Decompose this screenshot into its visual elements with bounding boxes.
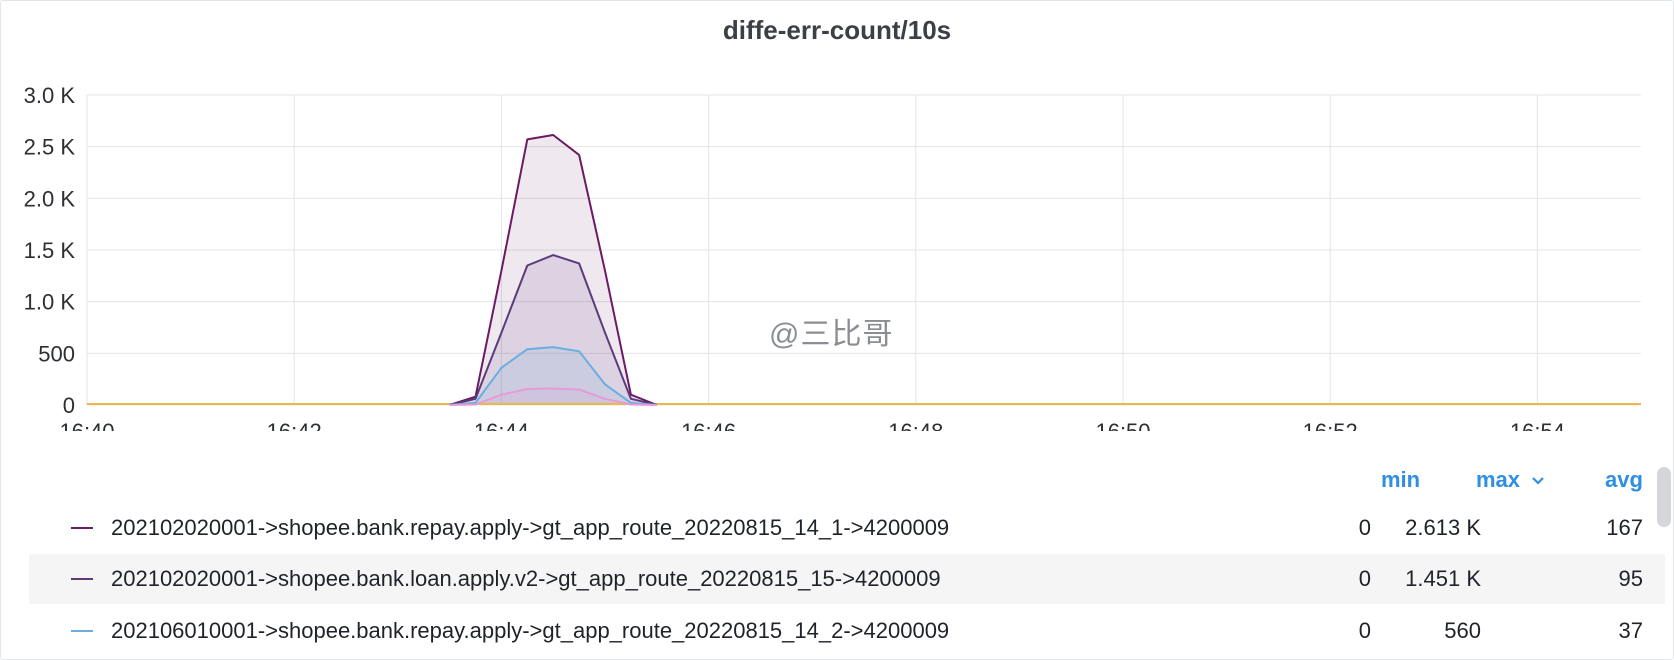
x-axis-ticks: 16:40 16:42 16:44 16:46 16:48 16:50 16:52 16:54 — [59, 419, 1564, 431]
legend-max-value: 2.613 K — [1405, 515, 1481, 540]
legend-series-name[interactable]: 202106010001->shopee.bank.repay.apply->g… — [111, 618, 950, 643]
series-areas — [449, 135, 657, 405]
legend-row[interactable]: 202102020001->shopee.bank.loan.apply.v2-… — [29, 554, 1665, 604]
watermark-logo: @三比哥 — [769, 318, 894, 351]
y-tick-label: 1.5 K — [24, 238, 76, 263]
y-tick-label: 3.0 K — [24, 83, 76, 108]
x-tick-label: 16:44 — [474, 419, 529, 431]
y-tick-label: 500 — [38, 341, 75, 366]
chart-plot[interactable]: 0 500 1.0 K 1.5 K 2.0 K 2.5 K 3.0 K 16:40 16:42… — [1, 1, 1674, 431]
legend-header-max[interactable]: max — [1476, 467, 1546, 493]
y-axis-ticks: 0 500 1.0 K 1.5 K 2.0 K 2.5 K 3.0 K — [24, 83, 76, 418]
legend-series-swatch — [71, 630, 93, 632]
legend-min-value: 0 — [1358, 566, 1371, 591]
x-tick-label: 16:48 — [888, 419, 943, 431]
legend-avg-value: 167 — [1606, 515, 1643, 540]
grid-lines — [86, 94, 1641, 406]
x-tick-label: 16:52 — [1303, 419, 1358, 431]
legend-header-max-label: max — [1476, 467, 1521, 492]
y-tick-label: 0 — [63, 393, 75, 418]
legend-series-swatch — [71, 578, 93, 580]
panel-title: diffe-err-count/10s — [722, 15, 952, 45]
legend-header-avg[interactable]: avg — [1605, 467, 1643, 492]
series-area — [449, 347, 657, 405]
legend-min-value: 0 — [1358, 618, 1371, 643]
legend-series-name[interactable]: 202102020001->shopee.bank.loan.apply.v2-… — [111, 566, 941, 591]
legend-header-min[interactable]: min — [1381, 467, 1421, 492]
legend-avg-value: 95 — [1618, 566, 1643, 591]
series-lines — [449, 134, 658, 406]
x-tick-label: 16:46 — [681, 419, 736, 431]
y-tick-label: 2.5 K — [24, 135, 76, 160]
legend-max-value: 560 — [1444, 618, 1481, 643]
x-tick-label: 16:40 — [59, 419, 114, 431]
chevron-down-icon — [1532, 477, 1544, 485]
legend-series-name[interactable]: 202102020001->shopee.bank.repay.apply->g… — [111, 515, 950, 540]
legend-series-swatch — [71, 527, 93, 529]
legend-min-value: 0 — [1358, 515, 1371, 540]
x-tick-label: 16:50 — [1095, 419, 1150, 431]
legend-scrollbar[interactable] — [1657, 467, 1671, 527]
x-tick-label: 16:54 — [1510, 419, 1565, 431]
legend-max-value: 1.451 K — [1405, 566, 1481, 591]
series-area — [449, 388, 657, 405]
series-area — [449, 135, 657, 405]
legend-row[interactable]: 202106010001->shopee.bank.repay.apply->g… — [29, 606, 1665, 656]
y-tick-label: 2.0 K — [24, 186, 76, 211]
y-tick-label: 1.0 K — [24, 290, 76, 315]
legend-row[interactable]: 202102020001->shopee.bank.repay.apply->g… — [29, 503, 1665, 553]
x-tick-label: 16:42 — [267, 419, 322, 431]
legend-avg-value: 37 — [1618, 618, 1643, 643]
